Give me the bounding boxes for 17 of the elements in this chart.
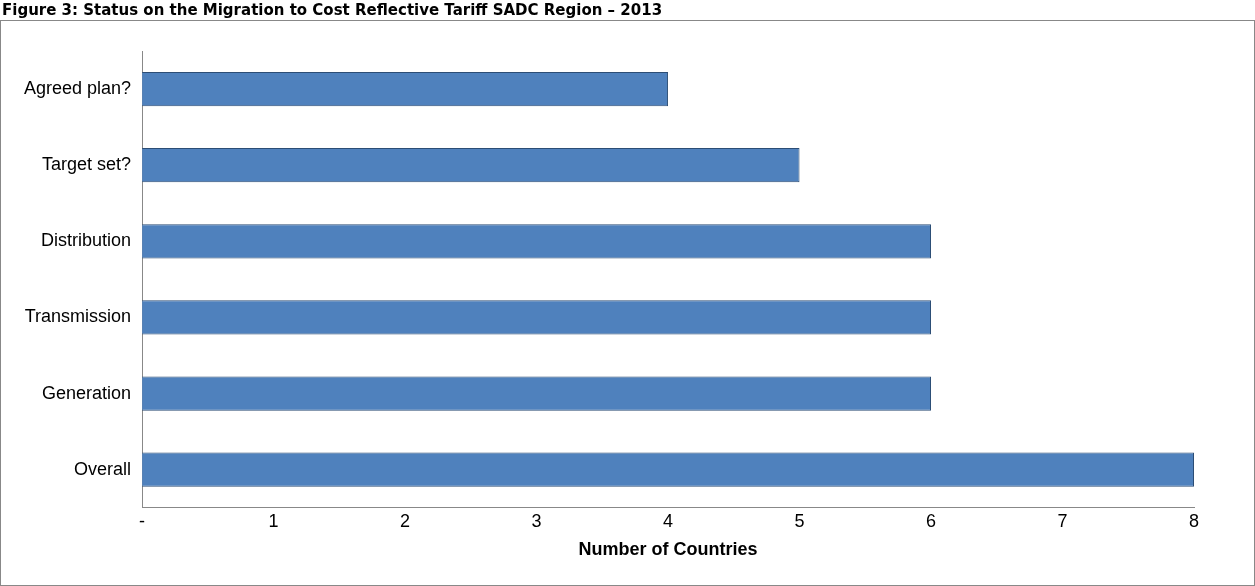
y-tick-label: Distribution bbox=[41, 230, 132, 251]
x-tick-label: 2 bbox=[400, 510, 411, 531]
y-tick-label: Overall bbox=[74, 458, 132, 479]
x-tick-label: 3 bbox=[531, 510, 542, 531]
x-tick-label: 5 bbox=[794, 510, 805, 531]
y-tick-label: Target set? bbox=[42, 154, 132, 175]
chart-title: Figure 3: Status on the Migration to Cost Reflective Tariff SADC Region – 2013 bbox=[1, 0, 664, 20]
x-tick-label: - bbox=[139, 510, 146, 531]
x-tick-label: 1 bbox=[268, 510, 279, 531]
x-tick-label: 4 bbox=[663, 510, 674, 531]
y-tick-label: Transmission bbox=[24, 306, 132, 327]
x-tick-label: 8 bbox=[1188, 510, 1200, 531]
y-tick-label: Agreed plan? bbox=[23, 78, 132, 99]
x-axis-title: Number of Countries bbox=[578, 539, 758, 560]
x-tick-label: 7 bbox=[1057, 510, 1068, 531]
x-tick-label: 6 bbox=[926, 510, 937, 531]
y-tick-label: Generation bbox=[42, 382, 132, 403]
